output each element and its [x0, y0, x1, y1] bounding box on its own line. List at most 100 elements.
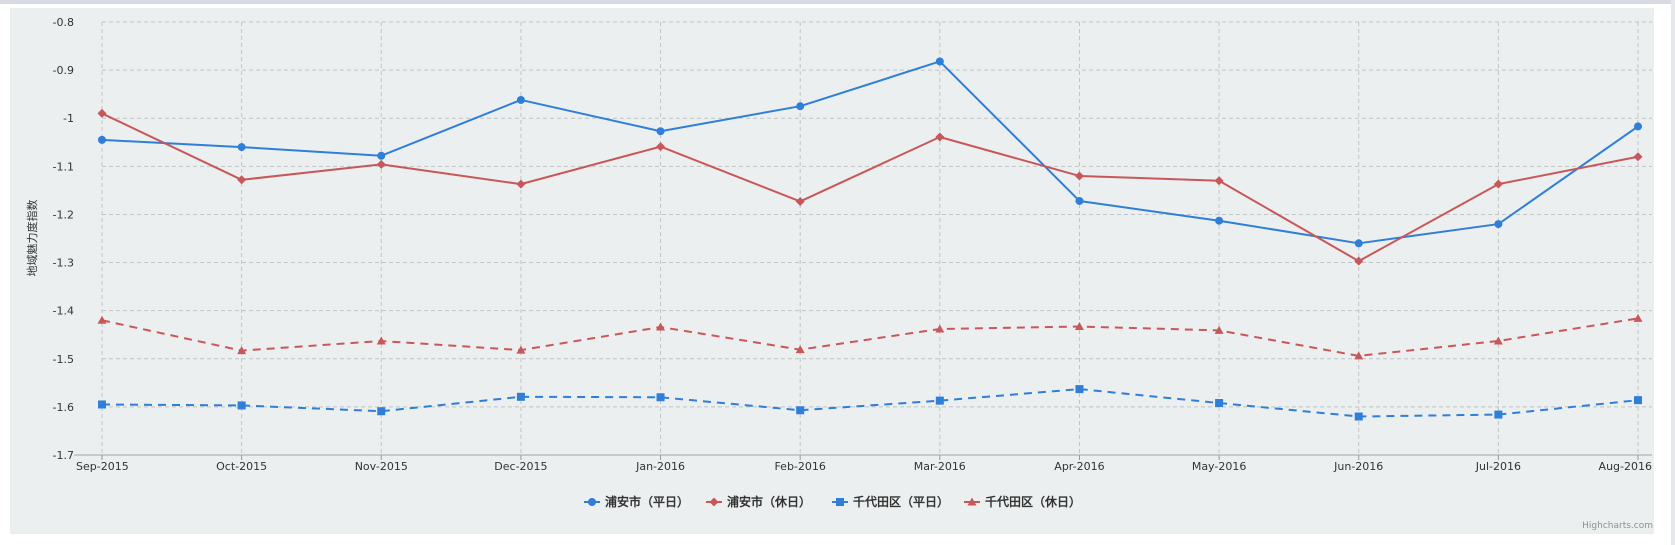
legend-item[interactable]: 千代田区（平日） [832, 494, 949, 509]
data-point [237, 346, 247, 355]
y-tick-label: -1.5 [53, 353, 74, 366]
data-point [376, 336, 386, 345]
x-axis-ticks: Sep-2015 Oct-2015 Nov-2015 Dec-2015 Jan-2016… [76, 460, 1652, 473]
data-point [656, 127, 665, 136]
data-point [237, 175, 247, 185]
legend-marker [709, 497, 719, 507]
legend-marker [967, 497, 977, 506]
data-point [935, 396, 944, 405]
data-point [1215, 216, 1224, 225]
y-tick-label: -1.1 [53, 160, 74, 173]
data-point [1075, 385, 1084, 394]
series-3 [98, 385, 1642, 421]
x-tick-label: Jun-2016 [1333, 460, 1383, 473]
data-point [935, 132, 945, 142]
data-point [1634, 396, 1642, 405]
series-1 [98, 57, 1642, 248]
legend-label: 浦安市（休日） [727, 494, 811, 509]
data-point [516, 179, 526, 189]
legend-label: 千代田区（休日） [985, 494, 1081, 509]
data-point [1354, 256, 1364, 266]
y-tick-label: -1.2 [53, 208, 74, 221]
data-point [516, 392, 525, 401]
x-tick-label: Dec-2015 [494, 460, 547, 473]
y-tick-label: -1 [63, 112, 74, 125]
data-point [656, 322, 666, 331]
x-tick-label: May-2016 [1192, 460, 1247, 473]
y-tick-label: -1.4 [53, 305, 74, 318]
data-point [1633, 152, 1643, 162]
data-point [376, 159, 386, 169]
data-point [237, 143, 246, 152]
x-tick-label: Nov-2015 [355, 460, 408, 473]
data-point [516, 95, 525, 104]
window-top-border [0, 0, 1675, 4]
grid [74, 21, 1652, 460]
data-point [1074, 171, 1084, 181]
series [97, 57, 1643, 421]
credits-link[interactable]: Highcharts.com [1582, 521, 1653, 531]
data-point [1493, 336, 1503, 345]
data-point [98, 135, 106, 144]
data-point [1354, 239, 1363, 248]
x-tick-label: Sep-2015 [76, 460, 129, 473]
series-line [101, 388, 1639, 418]
series-line [101, 317, 1639, 357]
data-point [1633, 313, 1643, 322]
y-tick-label: -0.8 [53, 16, 74, 29]
y-axis-ticks: -0.8 -0.9 -1 -1.1 -1.2 -1.3 -1.4 -1.5 -1.6 -1.7 [53, 16, 74, 462]
y-tick-label: -1.6 [53, 401, 74, 414]
y-tick-label: -0.9 [53, 64, 74, 77]
legend-label: 浦安市（平日） [605, 494, 689, 509]
data-point [656, 142, 666, 152]
x-tick-label: Jul-2016 [1475, 460, 1521, 473]
data-point [1075, 196, 1084, 205]
data-point [935, 324, 945, 333]
legend-item[interactable]: 浦安市（平日） [584, 494, 689, 509]
legend-marker [836, 498, 844, 506]
x-tick-label: Jan-2016 [635, 460, 685, 473]
x-tick-label: Aug-2016 [1599, 460, 1652, 473]
data-point [1494, 220, 1503, 229]
window-right-border [1671, 0, 1675, 545]
data-point [656, 393, 665, 402]
x-tick-label: Feb-2016 [774, 460, 825, 473]
y-tick-label: -1.3 [53, 257, 74, 270]
legend-marker [588, 498, 596, 506]
data-point [795, 196, 805, 206]
data-point [377, 407, 386, 416]
series-4 [97, 313, 1643, 360]
y-axis-title: 地域魅力度指数 [25, 200, 39, 277]
series-2 [97, 108, 1643, 266]
x-tick-label: Mar-2016 [914, 460, 966, 473]
data-point [1214, 325, 1224, 334]
series-line [101, 112, 1639, 263]
data-point [796, 102, 805, 111]
data-point [377, 151, 386, 160]
data-point [1074, 322, 1084, 331]
data-point [1634, 122, 1642, 131]
data-point [1215, 399, 1224, 408]
data-point [1494, 410, 1503, 419]
data-point [237, 401, 246, 410]
data-point [1354, 351, 1364, 360]
x-tick-label: Apr-2016 [1054, 460, 1104, 473]
data-point [1214, 176, 1224, 186]
data-point [935, 57, 944, 66]
legend-item[interactable]: 浦安市（休日） [706, 494, 811, 509]
data-point [97, 108, 107, 118]
data-point [97, 315, 107, 324]
data-point [1354, 412, 1363, 421]
y-tick-label: -1.7 [53, 449, 74, 462]
data-point [516, 345, 526, 354]
legend-label: 千代田区（平日） [853, 494, 949, 509]
data-point [796, 406, 805, 415]
data-point [795, 345, 805, 354]
legend: 浦安市（平日） 浦安市（休日） 千代田区（平日） 千代田区（休日） [584, 494, 1081, 509]
data-point [98, 400, 106, 409]
legend-item[interactable]: 千代田区（休日） [964, 494, 1081, 509]
x-tick-label: Oct-2015 [216, 460, 267, 473]
data-point [1493, 179, 1503, 189]
